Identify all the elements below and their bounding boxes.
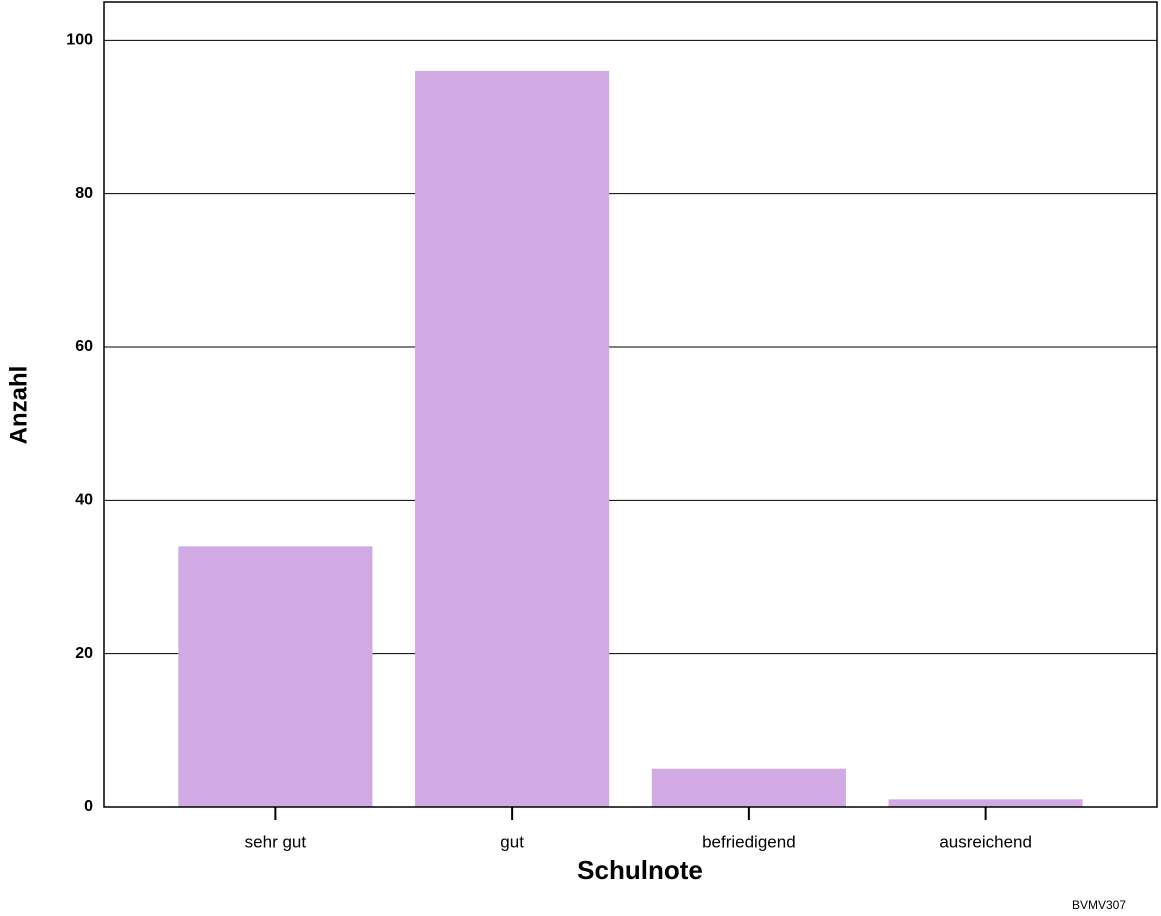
y-tick-label: 100 xyxy=(66,32,93,49)
x-tick-label: sehr gut xyxy=(245,832,307,851)
y-tick-label: 40 xyxy=(75,492,93,509)
bar xyxy=(178,546,373,807)
x-tick-label: ausreichend xyxy=(939,832,1032,851)
watermark: BVMV307 xyxy=(1072,898,1126,911)
x-tick-label: gut xyxy=(500,832,524,851)
y-tick-label: 0 xyxy=(84,798,93,815)
y-tick-label: 20 xyxy=(75,645,93,662)
y-tick-label: 60 xyxy=(75,338,93,355)
y-axis-label: Anzahl xyxy=(5,366,32,445)
plot-frame xyxy=(103,1,1158,808)
bar xyxy=(415,71,610,807)
y-tick-label: 80 xyxy=(75,185,93,202)
x-axis-label: Schulnote xyxy=(577,855,703,885)
bar xyxy=(888,799,1083,807)
bar xyxy=(651,768,846,807)
x-tick-label: befriedigend xyxy=(702,832,796,851)
